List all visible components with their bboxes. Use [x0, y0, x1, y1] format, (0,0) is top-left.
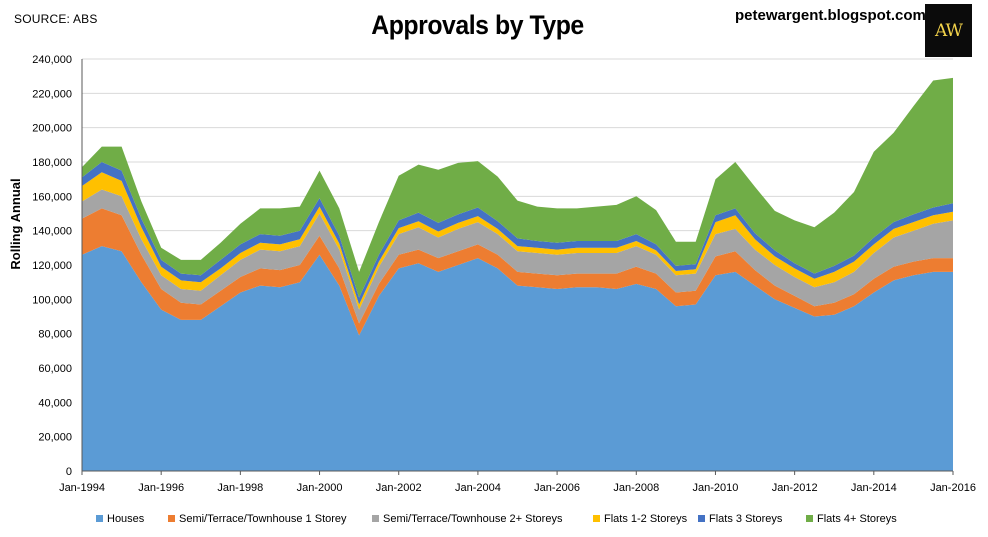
legend-swatch [372, 515, 379, 522]
y-tick-label: 240,000 [32, 54, 72, 66]
legend-label: Semi/Terrace/Townhouse 2+ Storeys [383, 513, 563, 525]
legend-label: Semi/Terrace/Townhouse 1 Storey [179, 513, 347, 525]
y-tick-label: 40,000 [38, 397, 72, 409]
aw-logo: AW [925, 4, 972, 57]
legend-swatch [698, 515, 705, 522]
legend-label: Houses [107, 513, 145, 525]
x-tick-label: Jan-2002 [376, 482, 422, 494]
legend-item: Semi/Terrace/Townhouse 2+ Storeys [372, 513, 562, 525]
source-note: SOURCE: ABS [14, 12, 98, 26]
legend-swatch [593, 515, 600, 522]
area-series-group [82, 77, 953, 471]
y-tick-label: 60,000 [38, 363, 72, 375]
legend-label: Flats 4+ Storeys [817, 513, 897, 525]
x-tick-label: Jan-2008 [613, 482, 659, 494]
chart-title: Approvals by Type [371, 10, 584, 40]
x-tick-label: Jan-1994 [59, 482, 105, 494]
legend-label: Flats 3 Storeys [709, 513, 783, 525]
y-tick-labels: 0 20,000 40,000 60,000 80,000 100,000 120,000 1… [32, 54, 72, 478]
legend-item: Flats 4+ Storeys [806, 513, 897, 525]
y-tick-label: 180,000 [32, 157, 72, 169]
legend-swatch [168, 515, 175, 522]
y-tick-label: 220,000 [32, 88, 72, 100]
legend-swatch [806, 515, 813, 522]
x-tick-label: Jan-1998 [217, 482, 263, 494]
legend-item: Houses [96, 513, 144, 525]
stacked-area-chart: 0 20,000 40,000 60,000 80,000 100,000 120,000 1… [8, 54, 976, 494]
y-tick-label: 200,000 [32, 123, 72, 135]
legend-item: Flats 3 Storeys [698, 513, 782, 525]
y-tick-label: 140,000 [32, 226, 72, 238]
x-tick-label: Jan-2014 [851, 482, 897, 494]
legend-item: Semi/Terrace/Townhouse 1 Storey [168, 513, 347, 525]
y-tick-label: 100,000 [32, 294, 72, 306]
y-tick-label: 120,000 [32, 260, 72, 272]
legend: Houses Semi/Terrace/Townhouse 1 Storey Sem… [0, 511, 988, 531]
y-tick-label: 80,000 [38, 329, 72, 341]
y-tick-label: 0 [66, 466, 72, 478]
y-axis-label: Rolling Annual [8, 178, 23, 269]
x-tick-label: Jan-2000 [297, 482, 343, 494]
x-tick-label: Jan-2010 [693, 482, 739, 494]
legend-item: Flats 1-2 Storeys [593, 513, 687, 525]
blog-name: petewargent.blogspot.com [735, 7, 926, 24]
y-tick-label: 20,000 [38, 432, 72, 444]
legend-label: Flats 1-2 Storeys [604, 513, 688, 525]
x-tick-label: Jan-2006 [534, 482, 580, 494]
axes [81, 59, 954, 475]
x-tick-label: Jan-2016 [930, 482, 976, 494]
x-tick-label: Jan-2004 [455, 482, 501, 494]
x-tick-label: Jan-1996 [138, 482, 184, 494]
area-series-1 [82, 246, 953, 471]
x-tick-labels: Jan-1994 Jan-1996 Jan-1998 Jan-2000 Jan-2002… [59, 482, 976, 494]
area-series-3 [82, 189, 953, 324]
y-tick-label: 160,000 [32, 191, 72, 203]
x-tick-label: Jan-2012 [772, 482, 818, 494]
legend-swatch [96, 515, 103, 522]
